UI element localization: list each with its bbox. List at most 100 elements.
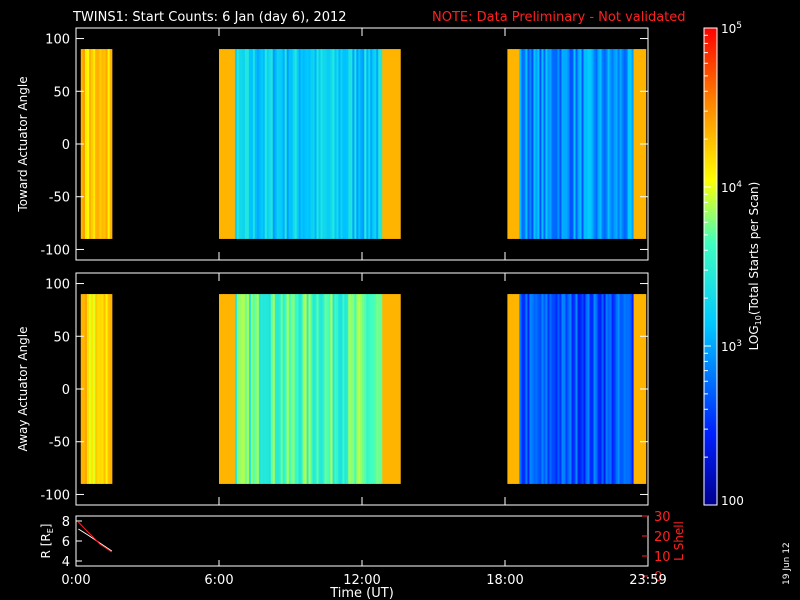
heatmap-cell xyxy=(378,294,381,484)
heatmap-cell xyxy=(509,49,512,239)
heatmap-cell xyxy=(288,294,292,484)
heatmap-cell xyxy=(398,49,401,239)
colorbar-label: LOG10(Total Starts per Scan) xyxy=(747,182,763,351)
heatmap-cell xyxy=(384,49,387,239)
heatmap-cell xyxy=(523,49,527,239)
heatmap-cell xyxy=(398,294,401,484)
heatmap-cell xyxy=(601,294,605,484)
heatmap-cell xyxy=(547,49,551,239)
heatmap-cell xyxy=(368,49,371,239)
orbit-series-line xyxy=(78,521,113,553)
heatmap-cell xyxy=(511,49,514,239)
heatmap-cell xyxy=(609,294,613,484)
heatmap-cell xyxy=(635,294,639,484)
heatmap-cell xyxy=(380,49,383,239)
heatmap-cell xyxy=(575,49,579,239)
heatmap-cell xyxy=(222,294,226,484)
orbit-left-ticks: 8 6 4 xyxy=(62,515,82,570)
away-angle-panel: 100 50 0 -50 -100 Away Actuator Angle xyxy=(16,272,649,506)
heatmap-cell xyxy=(545,49,549,239)
heatmap-cell xyxy=(302,49,306,239)
heatmap-cell xyxy=(292,49,296,239)
time-tick-label: 0:00 xyxy=(61,573,90,588)
heatmap-cell xyxy=(103,49,107,239)
heatmap-cell xyxy=(244,49,248,239)
heatmap-cell xyxy=(627,294,631,484)
heatmap-cell xyxy=(316,294,320,484)
heatmap-cell xyxy=(103,294,107,484)
heatmap-cell xyxy=(394,294,397,484)
heatmap-cell xyxy=(354,294,357,484)
heatmap-cell xyxy=(314,294,318,484)
heatmap-cell xyxy=(583,49,587,239)
heatmap-cell xyxy=(386,49,389,239)
orbit-panel-frame xyxy=(75,515,649,567)
heatmap-cell xyxy=(296,294,300,484)
heatmap-cell xyxy=(529,294,533,484)
heatmap-cell xyxy=(368,294,371,484)
heatmap-cell xyxy=(591,49,595,239)
heatmap-cell xyxy=(82,294,86,484)
y-tick-label: 100 xyxy=(45,33,70,48)
heatmap-cell xyxy=(300,294,304,484)
heatmap-cell xyxy=(376,294,379,484)
heatmap-cell xyxy=(605,49,609,239)
heatmap-cell xyxy=(334,294,338,484)
heatmap-cell xyxy=(274,49,278,239)
heatmap-cell xyxy=(302,294,306,484)
heatmap-cell xyxy=(559,49,563,239)
heatmap-cell xyxy=(346,294,349,484)
time-tick-label: 18:00 xyxy=(486,573,523,588)
colorbar: 105 104 103 100 LOG10(Total Starts per Scan… xyxy=(703,21,763,508)
heatmap-cell xyxy=(256,294,260,484)
heatmap-cell xyxy=(613,49,617,239)
heatmap-cell xyxy=(637,294,641,484)
heatmap-cell xyxy=(268,294,272,484)
heatmap-cell xyxy=(95,294,98,484)
radius-tick-label: 8 xyxy=(62,515,70,530)
colorbar-tick-label: 105 xyxy=(721,21,742,36)
heatmap-cell xyxy=(587,49,591,239)
heatmap-cell xyxy=(603,294,607,484)
heatmap-cell xyxy=(513,294,516,484)
heatmap-cell xyxy=(601,49,605,239)
toward-x-ticks xyxy=(75,28,649,260)
heatmap-cell xyxy=(557,294,561,484)
heatmap-cell xyxy=(605,294,609,484)
heatmap-cell xyxy=(603,49,607,239)
heatmap-cell xyxy=(615,49,619,239)
heatmap-cell xyxy=(571,49,575,239)
heatmap-cell xyxy=(86,49,90,239)
heatmap-cell xyxy=(264,49,268,239)
heatmap-cell xyxy=(619,49,623,239)
heatmap-cell xyxy=(565,49,569,239)
heatmap-cell xyxy=(107,49,111,239)
lshell-tick-label: 10 xyxy=(654,550,671,565)
heatmap-cell xyxy=(619,294,623,484)
time-axis-label: Time (UT) xyxy=(329,586,394,600)
heatmap-cell xyxy=(99,294,103,484)
colorbar-label-sub: 10 xyxy=(754,315,763,325)
heatmap-cell xyxy=(226,294,230,484)
time-tick-label: 12:00 xyxy=(343,573,380,588)
heatmap-cell xyxy=(308,294,312,484)
heatmap-cell xyxy=(254,49,258,239)
radius-tick-label: 6 xyxy=(62,535,70,550)
heatmap-cell xyxy=(531,294,535,484)
heatmap-cell xyxy=(338,49,342,239)
heatmap-cell xyxy=(272,49,276,239)
heatmap-cell xyxy=(362,294,365,484)
heatmap-cell xyxy=(262,49,266,239)
heatmap-cell xyxy=(581,294,585,484)
heatmap-cell xyxy=(270,294,274,484)
heatmap-cell xyxy=(248,49,252,239)
heatmap-cell xyxy=(242,294,246,484)
heatmap-cell xyxy=(533,49,537,239)
heatmap-cell xyxy=(276,49,280,239)
heatmap-cell xyxy=(537,49,541,239)
heatmap-cell xyxy=(547,294,551,484)
heatmap-cell xyxy=(258,294,262,484)
y-tick-label: 0 xyxy=(62,383,70,398)
heatmap-cell xyxy=(272,294,276,484)
heatmap-cell xyxy=(240,49,244,239)
